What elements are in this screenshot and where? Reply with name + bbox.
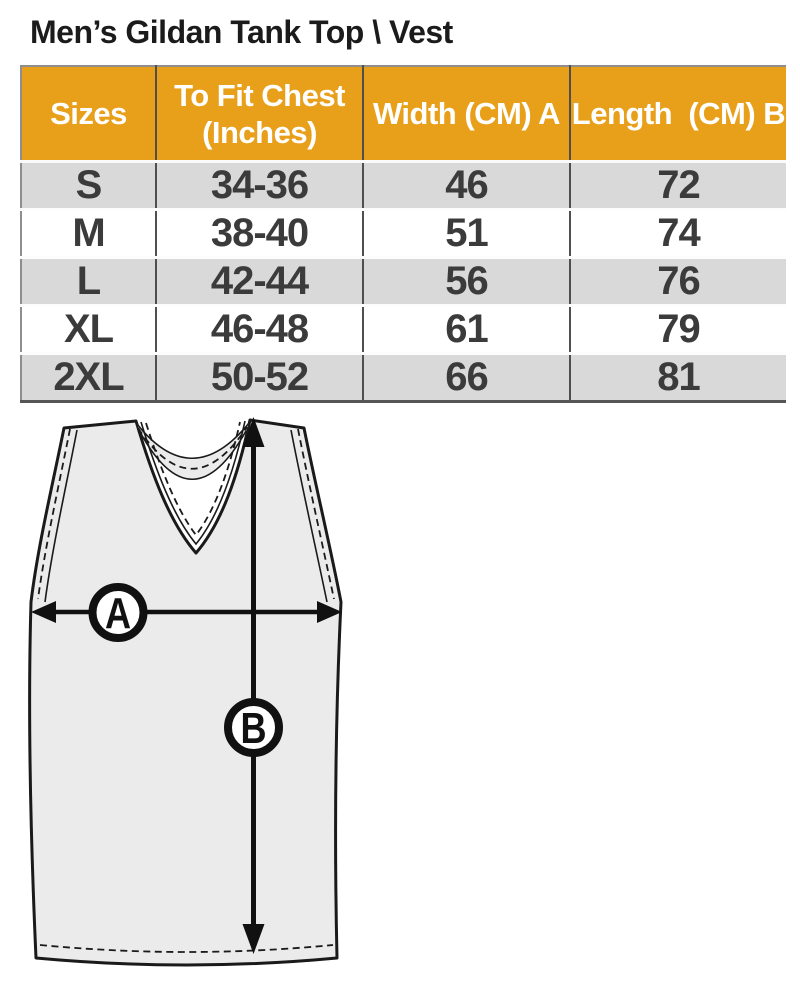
cell-size: 2XL: [20, 353, 157, 403]
header-length: Length (CM) B: [570, 65, 786, 163]
arrow-up-head: [242, 417, 265, 447]
cell-size: L: [20, 257, 157, 307]
table-row-xl: XL 46-48 61 79: [20, 305, 786, 355]
armhole-stitch-left: [37, 428, 71, 600]
size-chart-table: Sizes To Fit Chest (Inches) Width (CM) A…: [20, 65, 786, 403]
cell-length: 79: [570, 305, 786, 355]
hem-stitch-line: [39, 944, 334, 953]
cell-length: 74: [570, 209, 786, 259]
neck-stitch-line: [145, 421, 241, 537]
armhole-stitch-right: [297, 428, 335, 600]
arrow-left-head: [31, 601, 56, 623]
cell-size: XL: [20, 305, 157, 355]
header-sizes: Sizes: [20, 65, 157, 163]
cell-size: S: [20, 161, 157, 211]
header-row: Sizes To Fit Chest (Inches) Width (CM) A…: [20, 65, 786, 163]
width-marker-label: A: [105, 589, 131, 638]
collar-inner-line: [139, 430, 247, 481]
arrow-right-head: [317, 601, 342, 623]
armhole-trim-left: [44, 429, 78, 603]
table-row-s: S 34-36 46 72: [20, 161, 786, 211]
cell-width: 61: [363, 305, 571, 355]
table-row-l: L 42-44 56 76: [20, 257, 786, 307]
neck-trim-line: [140, 420, 246, 546]
cell-length: 81: [570, 353, 786, 403]
header-chest: To Fit Chest (Inches): [156, 65, 364, 163]
cell-size: M: [20, 209, 157, 259]
tank-top-diagram: A B: [0, 405, 400, 985]
cell-width: 66: [363, 353, 571, 403]
collar-outer-line: [136, 422, 250, 459]
cell-width: 56: [363, 257, 571, 307]
arrow-down-head: [242, 924, 265, 954]
length-marker-label: B: [240, 704, 266, 753]
table-row-2xl: 2XL 50-52 66 81: [20, 353, 786, 403]
cell-width: 51: [363, 209, 571, 259]
cell-chest: 38-40: [156, 209, 364, 259]
cell-chest: 42-44: [156, 257, 364, 307]
page-title: Men’s Gildan Tank Top \ Vest: [30, 14, 453, 50]
tank-top-body: [28, 418, 343, 967]
length-badge-circle: [224, 698, 283, 757]
table-row-m: M 38-40 51 74: [20, 209, 786, 259]
cell-width: 46: [363, 161, 571, 211]
header-width: Width (CM) A: [363, 65, 571, 163]
cell-chest: 50-52: [156, 353, 364, 403]
width-badge-circle: [88, 583, 148, 642]
cell-chest: 34-36: [156, 161, 364, 211]
cell-length: 76: [570, 257, 786, 307]
cell-chest: 46-48: [156, 305, 364, 355]
cell-length: 72: [570, 161, 786, 211]
length-arrow: [242, 417, 265, 954]
armhole-trim-right: [290, 429, 328, 603]
